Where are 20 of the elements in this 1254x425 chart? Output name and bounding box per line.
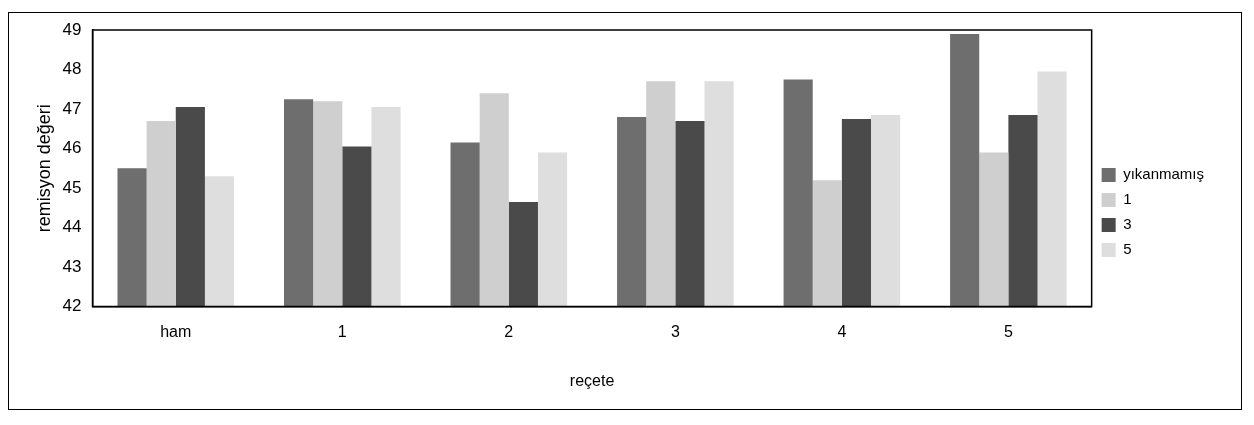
x-tick-label: 5 bbox=[1003, 322, 1013, 340]
y-tick-label: 44 bbox=[62, 217, 82, 237]
y-tick-label: 42 bbox=[62, 296, 82, 316]
y-axis-title: remisyon değeri bbox=[33, 104, 54, 233]
y-tick-label: 49 bbox=[62, 19, 82, 39]
y-tick-label: 47 bbox=[62, 98, 82, 118]
y-tick-label: 48 bbox=[62, 59, 82, 79]
x-tick-label: ham bbox=[160, 322, 192, 340]
y-tick-label: 45 bbox=[62, 177, 82, 197]
y-tick-label: 46 bbox=[62, 138, 82, 158]
legend-label: 1 bbox=[1123, 190, 1132, 208]
y-tick-label: 43 bbox=[62, 256, 82, 276]
legend-label: 3 bbox=[1123, 215, 1132, 233]
x-tick-label: 2 bbox=[504, 322, 514, 340]
x-axis-title: reçete bbox=[569, 371, 615, 389]
x-tick-label: 3 bbox=[670, 322, 680, 340]
legend-label: yıkanmamış bbox=[1123, 165, 1205, 183]
x-tick-label: 1 bbox=[337, 322, 347, 340]
x-tick-label: 4 bbox=[837, 322, 847, 340]
legend-label: 5 bbox=[1123, 240, 1132, 258]
